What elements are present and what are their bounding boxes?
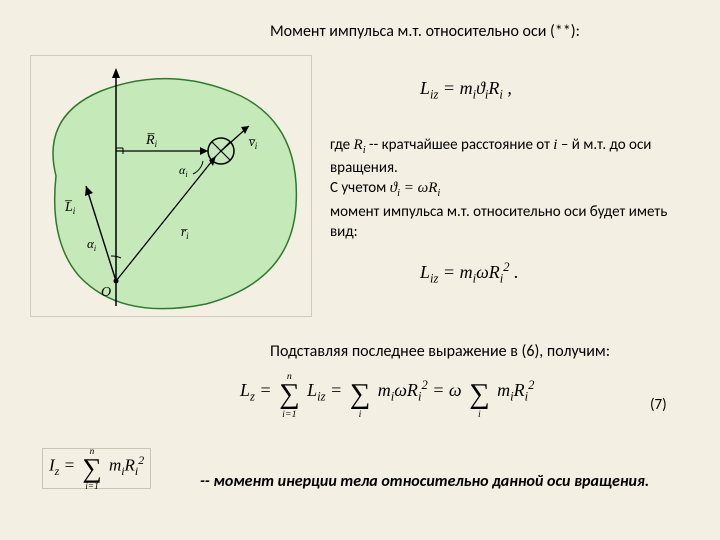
equation-7: Lz = n∑i=1 Liz = ∑i miωRi2 = ω ∑i miRi2 xyxy=(240,378,534,411)
title-text: Момент импульса м.т. относительно оси (*… xyxy=(270,22,580,41)
svg-text:O: O xyxy=(101,285,111,300)
substituting-text: Подставляя последнее выражение в (6), по… xyxy=(270,342,700,361)
sym-i: i xyxy=(553,137,557,153)
z-axis-arrow xyxy=(112,68,120,78)
txt-where: где xyxy=(330,136,354,154)
txt-will-have-form: момент импульса м.т. относительно оси бу… xyxy=(330,203,667,241)
explanation-block-1: где Ri -- кратчайшее расстояние от i – й… xyxy=(330,135,690,242)
equation-2: Liz = miωRi2 . xyxy=(420,260,519,287)
eq-vi-wRi: ϑi = ωRi xyxy=(390,180,441,196)
txt-shortest: -- кратчайшее расстояние от xyxy=(369,136,553,154)
moment-of-inertia-label: -- момент инерции тела относительно данн… xyxy=(200,472,700,491)
txt-considering: С учетом xyxy=(330,179,390,197)
sym-Ri: Ri xyxy=(354,137,366,153)
equation-1: Liz = miϑiRi , xyxy=(420,78,512,103)
equation-number-7: (7) xyxy=(650,396,667,414)
angular-momentum-diagram: O r̅i R̅i αi v̅i L̅i αi xyxy=(30,55,312,317)
moment-of-inertia-def: Iz = n∑i=1 miRi2 xyxy=(42,448,151,489)
